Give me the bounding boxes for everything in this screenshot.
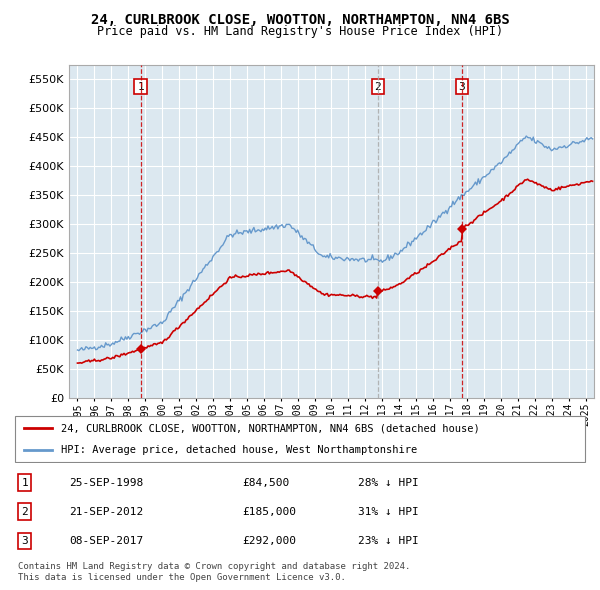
Text: 25-SEP-1998: 25-SEP-1998 <box>70 477 144 487</box>
Text: 21-SEP-2012: 21-SEP-2012 <box>70 507 144 517</box>
Text: This data is licensed under the Open Government Licence v3.0.: This data is licensed under the Open Gov… <box>18 573 346 582</box>
Text: HPI: Average price, detached house, West Northamptonshire: HPI: Average price, detached house, West… <box>61 445 417 455</box>
Text: 1: 1 <box>137 81 144 91</box>
Text: 2: 2 <box>21 507 28 517</box>
Text: 23% ↓ HPI: 23% ↓ HPI <box>358 536 418 546</box>
Text: 28% ↓ HPI: 28% ↓ HPI <box>358 477 418 487</box>
Text: 3: 3 <box>21 536 28 546</box>
Text: £292,000: £292,000 <box>242 536 296 546</box>
Text: 31% ↓ HPI: 31% ↓ HPI <box>358 507 418 517</box>
Text: £185,000: £185,000 <box>242 507 296 517</box>
Text: 24, CURLBROOK CLOSE, WOOTTON, NORTHAMPTON, NN4 6BS: 24, CURLBROOK CLOSE, WOOTTON, NORTHAMPTO… <box>91 13 509 27</box>
FancyBboxPatch shape <box>15 416 584 462</box>
Text: 2: 2 <box>374 81 381 91</box>
Text: Contains HM Land Registry data © Crown copyright and database right 2024.: Contains HM Land Registry data © Crown c… <box>18 562 410 571</box>
Text: 3: 3 <box>458 81 465 91</box>
Text: 08-SEP-2017: 08-SEP-2017 <box>70 536 144 546</box>
Text: £84,500: £84,500 <box>242 477 290 487</box>
Text: 24, CURLBROOK CLOSE, WOOTTON, NORTHAMPTON, NN4 6BS (detached house): 24, CURLBROOK CLOSE, WOOTTON, NORTHAMPTO… <box>61 423 480 433</box>
Text: 1: 1 <box>21 477 28 487</box>
Text: Price paid vs. HM Land Registry's House Price Index (HPI): Price paid vs. HM Land Registry's House … <box>97 25 503 38</box>
